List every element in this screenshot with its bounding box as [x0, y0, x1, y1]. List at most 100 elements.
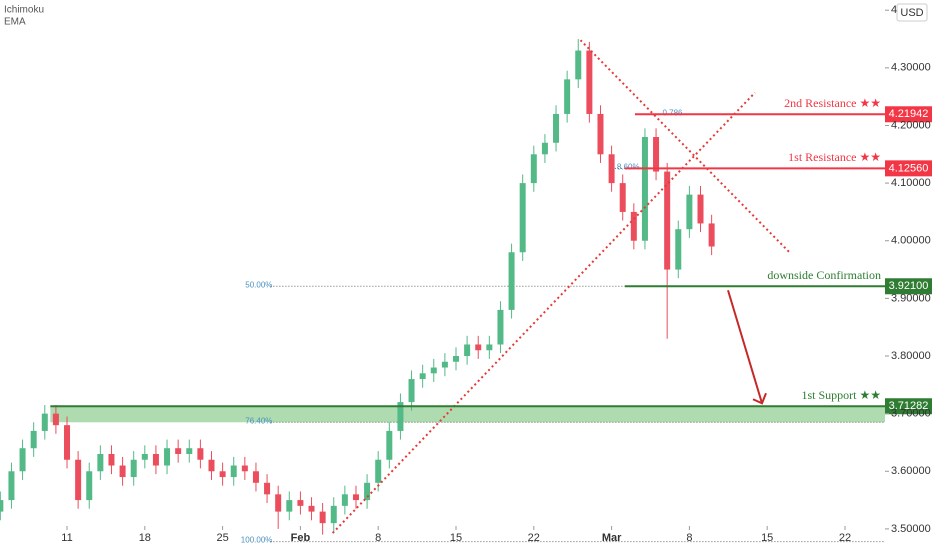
y-tick-label: 3.80000 [891, 350, 931, 362]
candle-body [186, 448, 193, 454]
candle-body [141, 453, 148, 460]
arrow-shaft [727, 289, 763, 404]
candle-body [130, 459, 137, 478]
candle-body [41, 413, 48, 431]
candle-body [675, 229, 682, 270]
candle-body [586, 50, 593, 114]
indicator-label: Ichimoku [4, 5, 44, 16]
support-zone [50, 406, 886, 423]
candle-body [308, 505, 315, 512]
x-tick-label: 8 [686, 532, 692, 544]
candle-body [97, 453, 104, 472]
x-tick-label: 15 [761, 532, 773, 544]
candle-body [352, 494, 359, 501]
candle-body [208, 459, 215, 472]
candle-body [0, 500, 4, 512]
candle-body [175, 448, 182, 454]
fib-label: 8.60% [617, 162, 640, 171]
candle-body [241, 465, 248, 472]
candle-body [19, 448, 26, 472]
candle-body [297, 500, 304, 506]
candle-body [641, 136, 648, 241]
price-tag-label: 4.21942 [889, 108, 929, 120]
candle-body [319, 511, 326, 524]
fib-label: 100.00% [241, 536, 273, 545]
x-tick-label: Feb [291, 532, 311, 544]
candle-body [486, 344, 493, 351]
candle-body [708, 223, 715, 247]
candle-body [653, 136, 660, 172]
fib-label: 0.786 [662, 108, 683, 117]
candle-body [197, 448, 204, 460]
fib-label: 50.00% [245, 280, 272, 289]
y-tick-label: 3.50000 [891, 523, 931, 535]
candle-body [541, 142, 548, 155]
candle-body [408, 379, 415, 403]
level-label: 2nd Resistance ★★ [784, 96, 881, 110]
level-label: downside Confirmation [767, 268, 881, 282]
candle-body [219, 471, 226, 478]
y-tick-label: 3.70000 [891, 408, 931, 420]
candle-body [508, 252, 515, 310]
candle-body [52, 413, 59, 426]
price-tag [885, 278, 932, 295]
candle-body [697, 194, 704, 224]
candle-body [441, 361, 448, 368]
candle-body [430, 367, 437, 374]
candle-body [475, 344, 482, 351]
y-tick-label: 4.10000 [891, 177, 931, 189]
price-tag-label: 3.71282 [889, 400, 929, 412]
y-tick-label: 4 [891, 4, 897, 16]
candle-body [419, 373, 426, 380]
candle-body [108, 453, 115, 466]
candle-body [264, 482, 271, 495]
candle-body [497, 309, 504, 345]
x-tick-label: Mar [602, 532, 622, 544]
level-label: 1st Resistance ★★ [788, 150, 881, 164]
y-tick-label: 3.90000 [891, 292, 931, 304]
candle-body [30, 430, 37, 449]
candle-body [564, 79, 571, 114]
indicator-label: EMA [4, 17, 26, 28]
candle-body [230, 465, 237, 478]
price-tag [885, 398, 932, 415]
candle-body [530, 154, 537, 184]
x-tick-label: 22 [528, 532, 540, 544]
candle-body [330, 505, 337, 524]
candle-body [375, 459, 382, 483]
price-tag [885, 106, 932, 123]
candle-body [364, 482, 371, 501]
candle-body [86, 471, 93, 501]
candle-body [519, 183, 526, 253]
candle-body [164, 448, 171, 466]
y-tick-label: 4.30000 [891, 62, 931, 74]
trendline [331, 91, 756, 534]
candle-body [152, 453, 159, 466]
x-tick-label: 25 [216, 532, 228, 544]
level-label: 1st Support ★★ [801, 388, 881, 402]
price-tag-label: 4.12560 [889, 162, 929, 174]
x-tick-label: 15 [450, 532, 462, 544]
candle-body [575, 50, 582, 80]
candle-body [341, 494, 348, 506]
candle-body [75, 459, 82, 501]
x-tick-label: 22 [839, 532, 851, 544]
fib-label: 76.40% [245, 416, 272, 425]
x-tick-label: 18 [139, 532, 151, 544]
candle-body [553, 113, 560, 143]
candle-body [8, 471, 15, 501]
candle-body [252, 471, 259, 483]
candle-body [397, 402, 404, 431]
candle-body [686, 194, 693, 230]
currency-box [896, 3, 928, 22]
candle-body [64, 425, 71, 460]
candle-body [275, 494, 282, 512]
y-tick-label: 4.00000 [891, 235, 931, 247]
candle-body [597, 113, 604, 155]
y-tick-label: 4.20000 [891, 119, 931, 131]
candle-body [464, 344, 471, 357]
price-tag [885, 160, 932, 177]
currency-label: USD [900, 7, 923, 19]
candle-body [608, 154, 615, 184]
